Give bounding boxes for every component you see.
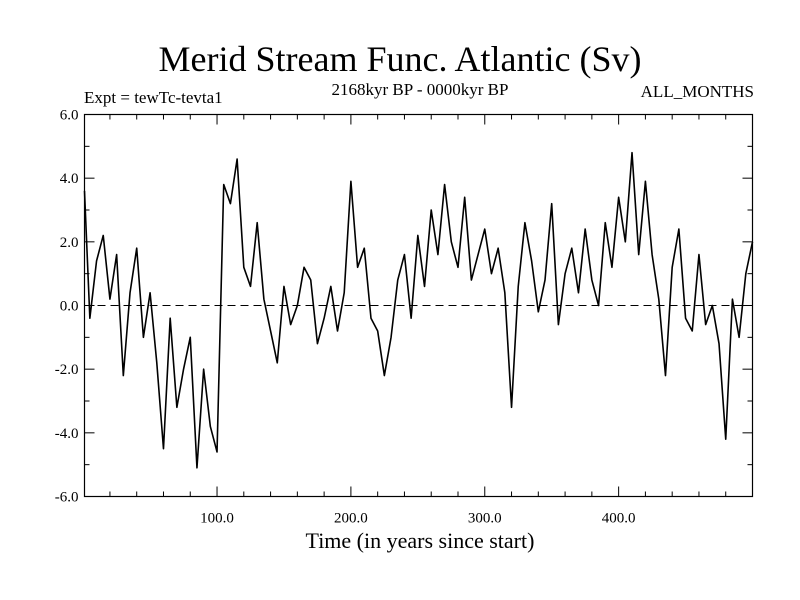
y-tick-label: 0.0 [60, 299, 79, 315]
y-tick-label: -4.0 [55, 426, 79, 442]
series-line [83, 151, 754, 469]
y-tick-label: -2.0 [55, 362, 79, 378]
season-label: ALL_MONTHS [640, 82, 754, 101]
x-tick-label: 100.0 [200, 511, 234, 527]
x-tick-label: 300.0 [468, 511, 502, 527]
chart-title: Merid Stream Func. Atlantic (Sv) [158, 39, 642, 79]
y-tick-label: 4.0 [60, 171, 79, 187]
experiment-label: Expt = tewTc-tevta1 [84, 88, 223, 107]
y-tick-label: 6.0 [60, 108, 79, 124]
x-axis-label: Time (in years since start) [305, 528, 535, 553]
period-label: 2168kyr BP - 0000kyr BP [331, 80, 509, 99]
x-tick-label: 400.0 [602, 511, 636, 527]
plot-frame [83, 113, 754, 498]
y-tick-label: 2.0 [60, 235, 79, 251]
y-tick-label: -6.0 [55, 490, 79, 506]
x-tick-label: 200.0 [334, 511, 368, 527]
